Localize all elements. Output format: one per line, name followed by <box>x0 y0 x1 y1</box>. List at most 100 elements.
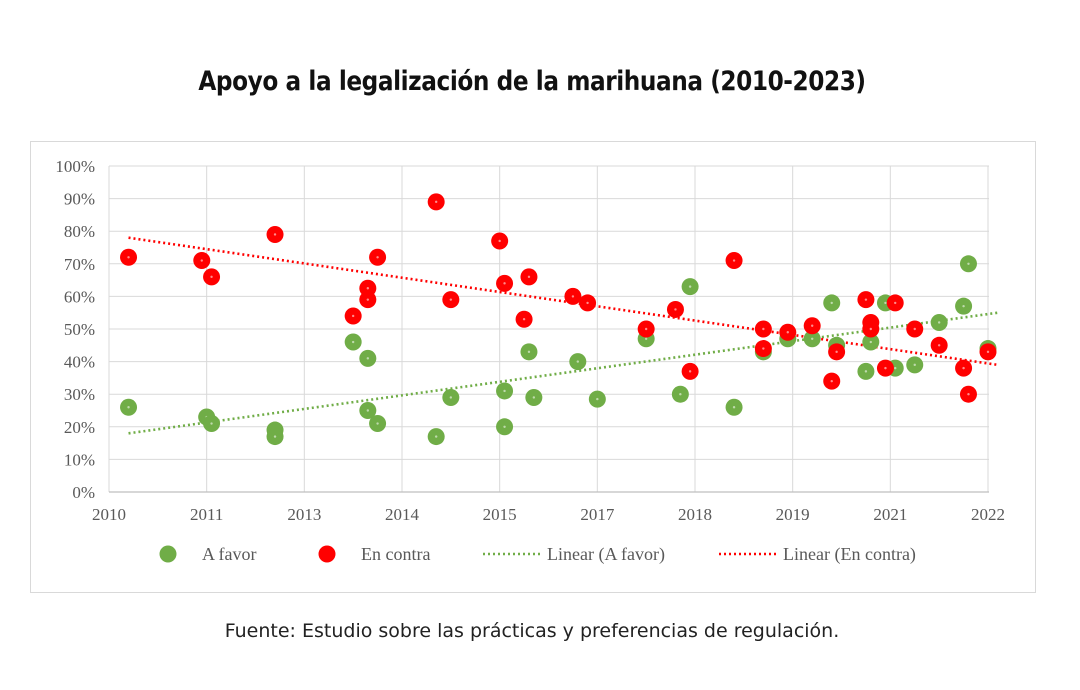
point-favor <box>359 402 377 419</box>
y-tick-label: 60% <box>64 287 95 306</box>
point-favor <box>496 418 514 436</box>
y-tick-label: 40% <box>64 353 95 372</box>
point-favor-dot <box>679 393 682 396</box>
point-contra <box>754 340 772 358</box>
point-contra-dot <box>811 324 814 327</box>
point-contra-dot <box>571 295 575 298</box>
point-favor-dot <box>576 360 579 363</box>
point-contra-dot <box>937 344 941 347</box>
point-contra-dot <box>732 259 736 262</box>
point-favor-dot <box>273 435 277 438</box>
point-contra <box>120 248 138 266</box>
legend-label: A favor <box>202 544 256 564</box>
point-contra-dot <box>366 298 370 301</box>
point-contra <box>579 294 597 312</box>
point-favor <box>569 353 587 371</box>
legend-item-favor-line: Linear (A favor) <box>483 544 665 565</box>
point-favor-dot <box>967 262 970 265</box>
point-favor-dot <box>830 301 833 305</box>
point-favor-dot <box>376 422 379 425</box>
x-tick-label: 2019 <box>776 505 810 524</box>
point-contra <box>491 232 509 250</box>
trendline-contra <box>128 236 998 367</box>
point-contra <box>959 385 977 403</box>
point-contra-dot <box>830 379 833 383</box>
point-contra <box>344 307 362 325</box>
point-favor-dot <box>962 304 965 308</box>
point-contra <box>754 320 772 338</box>
point-favor-dot <box>351 340 355 344</box>
point-contra <box>564 287 582 305</box>
point-favor-dot <box>596 397 599 401</box>
point-contra <box>666 300 684 318</box>
point-contra <box>886 294 904 312</box>
point-contra <box>193 252 211 270</box>
point-contra-dot <box>869 327 872 331</box>
point-favor <box>823 294 841 312</box>
point-contra-dot <box>449 298 453 301</box>
point-contra-dot <box>522 318 526 321</box>
point-contra-dot <box>674 308 677 311</box>
point-favor-dot <box>127 406 130 409</box>
point-favor-dot <box>864 370 868 373</box>
point-favor-dot <box>527 350 531 354</box>
point-contra-dot <box>434 200 438 204</box>
point-favor-dot <box>503 389 506 393</box>
point-contra-dot <box>200 259 203 262</box>
point-favor-dot <box>434 435 438 438</box>
point-contra-dot <box>210 275 213 279</box>
point-contra-dot <box>527 275 531 279</box>
point-contra <box>930 336 948 354</box>
point-favor <box>203 415 221 433</box>
y-tick-label: 90% <box>64 190 95 209</box>
y-tick-label: 70% <box>64 255 95 274</box>
y-tick-label: 30% <box>64 385 95 404</box>
x-tick-label: 2021 <box>873 505 907 524</box>
point-favor <box>959 255 977 273</box>
x-tick-label: 2017 <box>580 505 615 524</box>
x-tick-label: 2022 <box>971 505 1005 524</box>
point-contra-dot <box>962 366 965 370</box>
point-contra <box>496 274 514 292</box>
point-contra <box>520 268 538 286</box>
point-favor-dot <box>644 337 648 340</box>
point-favor <box>427 428 445 446</box>
point-favor <box>862 333 880 351</box>
point-favor-dot <box>366 409 370 412</box>
point-contra-dot <box>644 327 648 331</box>
point-contra-dot <box>894 301 897 305</box>
point-contra-dot <box>586 301 589 305</box>
point-contra <box>266 225 284 243</box>
point-contra-dot <box>864 298 868 301</box>
point-contra-dot <box>366 287 370 290</box>
point-contra-dot <box>835 350 838 354</box>
point-favor-dot <box>913 363 916 367</box>
point-favor-dot <box>811 337 814 340</box>
x-tick-label: 2015 <box>483 505 517 524</box>
y-tick-label: 20% <box>64 418 95 437</box>
point-favor-dot <box>449 396 453 399</box>
point-contra <box>862 320 880 338</box>
y-tick-label: 100% <box>55 157 95 176</box>
point-contra-dot <box>503 282 506 285</box>
point-contra <box>725 252 743 270</box>
point-contra-dot <box>351 314 355 318</box>
x-tick-label: 2011 <box>190 505 223 524</box>
point-contra-dot <box>688 370 692 373</box>
chart-title: Apoyo a la legalización de la marihuana … <box>198 66 866 97</box>
legend-label: Linear (En contra) <box>783 544 916 565</box>
point-favor <box>671 385 689 403</box>
legend-item-contra-marker: En contra <box>318 544 430 564</box>
point-favor-dot <box>869 340 872 344</box>
x-tick-label: 2010 <box>92 505 126 524</box>
point-favor-dot <box>366 357 370 360</box>
point-favor <box>496 382 514 400</box>
point-contra <box>979 343 997 361</box>
point-contra <box>779 323 797 341</box>
point-contra <box>955 359 973 377</box>
point-contra <box>515 310 533 328</box>
y-tick-label: 10% <box>64 450 95 469</box>
point-favor <box>930 313 948 331</box>
point-favor <box>803 330 821 348</box>
point-favor <box>369 415 387 433</box>
